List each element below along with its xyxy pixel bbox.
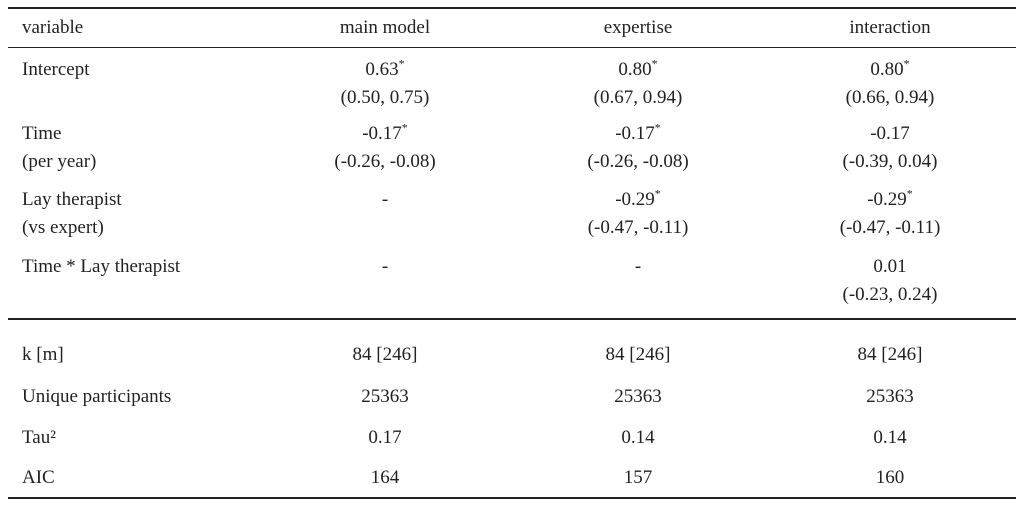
- row-label: Intercept: [22, 59, 90, 80]
- estimate: 0.80*: [870, 56, 910, 80]
- row-label: (per year): [22, 151, 97, 172]
- confidence-interval: (-0.47, -0.11): [839, 217, 941, 238]
- estimate: 0.01: [873, 256, 907, 277]
- stat-value: 0.14: [873, 427, 907, 448]
- top-rule: [8, 7, 1016, 9]
- confidence-interval: (0.67, 0.94): [593, 87, 683, 108]
- stat-value: 84 [246]: [857, 344, 923, 365]
- stat-value: 160: [875, 467, 905, 488]
- stat-label: Tau²: [22, 427, 56, 448]
- stat-value: 0.17: [368, 427, 402, 448]
- confidence-interval: (-0.23, 0.24): [842, 284, 938, 305]
- estimate: -0.29*: [615, 186, 661, 210]
- row-label: Lay therapist: [22, 189, 122, 210]
- confidence-interval: (0.50, 0.75): [340, 87, 430, 108]
- estimate: 0.63*: [365, 56, 405, 80]
- estimate: -0.29*: [867, 186, 913, 210]
- stat-label: k [m]: [22, 344, 64, 365]
- stat-value: 25363: [614, 386, 662, 407]
- bottom-rule: [8, 497, 1016, 499]
- header-rule: [8, 47, 1016, 48]
- estimate: -0.17*: [362, 120, 408, 144]
- column-header: variable: [22, 17, 84, 38]
- estimate: 0.80*: [618, 56, 658, 80]
- estimate: -: [381, 256, 389, 277]
- column-header: interaction: [849, 17, 931, 38]
- stat-value: 0.14: [621, 427, 655, 448]
- estimate: -0.17: [870, 123, 910, 144]
- confidence-interval: (-0.47, -0.11): [587, 217, 689, 238]
- confidence-interval: (-0.26, -0.08): [334, 151, 436, 172]
- row-label: (vs expert): [22, 217, 104, 238]
- estimate: -: [634, 256, 642, 277]
- row-label: Time * Lay therapist: [22, 256, 181, 277]
- confidence-interval: (0.66, 0.94): [845, 87, 935, 108]
- stat-label: Unique participants: [22, 386, 172, 407]
- stat-label: AIC: [22, 467, 55, 488]
- stat-value: 25363: [866, 386, 914, 407]
- stat-value: 84 [246]: [605, 344, 671, 365]
- estimate: -: [381, 189, 389, 210]
- stat-value: 84 [246]: [352, 344, 418, 365]
- stat-value: 25363: [361, 386, 409, 407]
- row-label: Time: [22, 123, 62, 144]
- stat-value: 157: [623, 467, 653, 488]
- confidence-interval: (-0.26, -0.08): [587, 151, 689, 172]
- column-header: expertise: [603, 17, 673, 38]
- confidence-interval: (-0.39, 0.04): [842, 151, 938, 172]
- mid-rule: [8, 318, 1016, 320]
- estimate: -0.17*: [615, 120, 661, 144]
- column-header: main model: [339, 17, 431, 38]
- stat-value: 164: [370, 467, 400, 488]
